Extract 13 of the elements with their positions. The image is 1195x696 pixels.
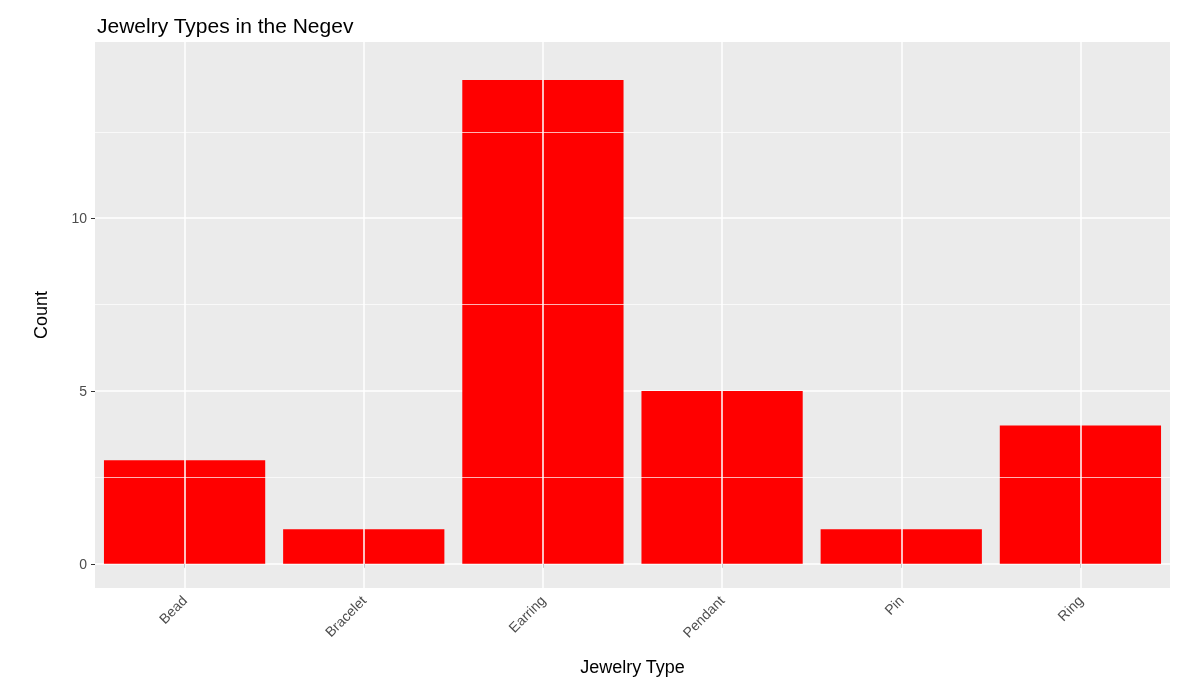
bar: [462, 80, 624, 564]
y-tick-label: 10: [71, 210, 88, 227]
y-axis-title: Count: [31, 290, 51, 340]
y-tick-label: 0: [79, 555, 88, 572]
x-axis-title: Jewelry Type: [580, 657, 685, 677]
bar: [820, 529, 982, 564]
x-tick-label: Pin: [881, 592, 907, 618]
chart-title: Jewelry Types in the Negev: [97, 14, 354, 37]
bar: [999, 425, 1162, 564]
bar: [641, 391, 803, 564]
bar: [283, 529, 445, 564]
y-tick-label: 5: [79, 383, 88, 400]
bar: [103, 460, 266, 564]
